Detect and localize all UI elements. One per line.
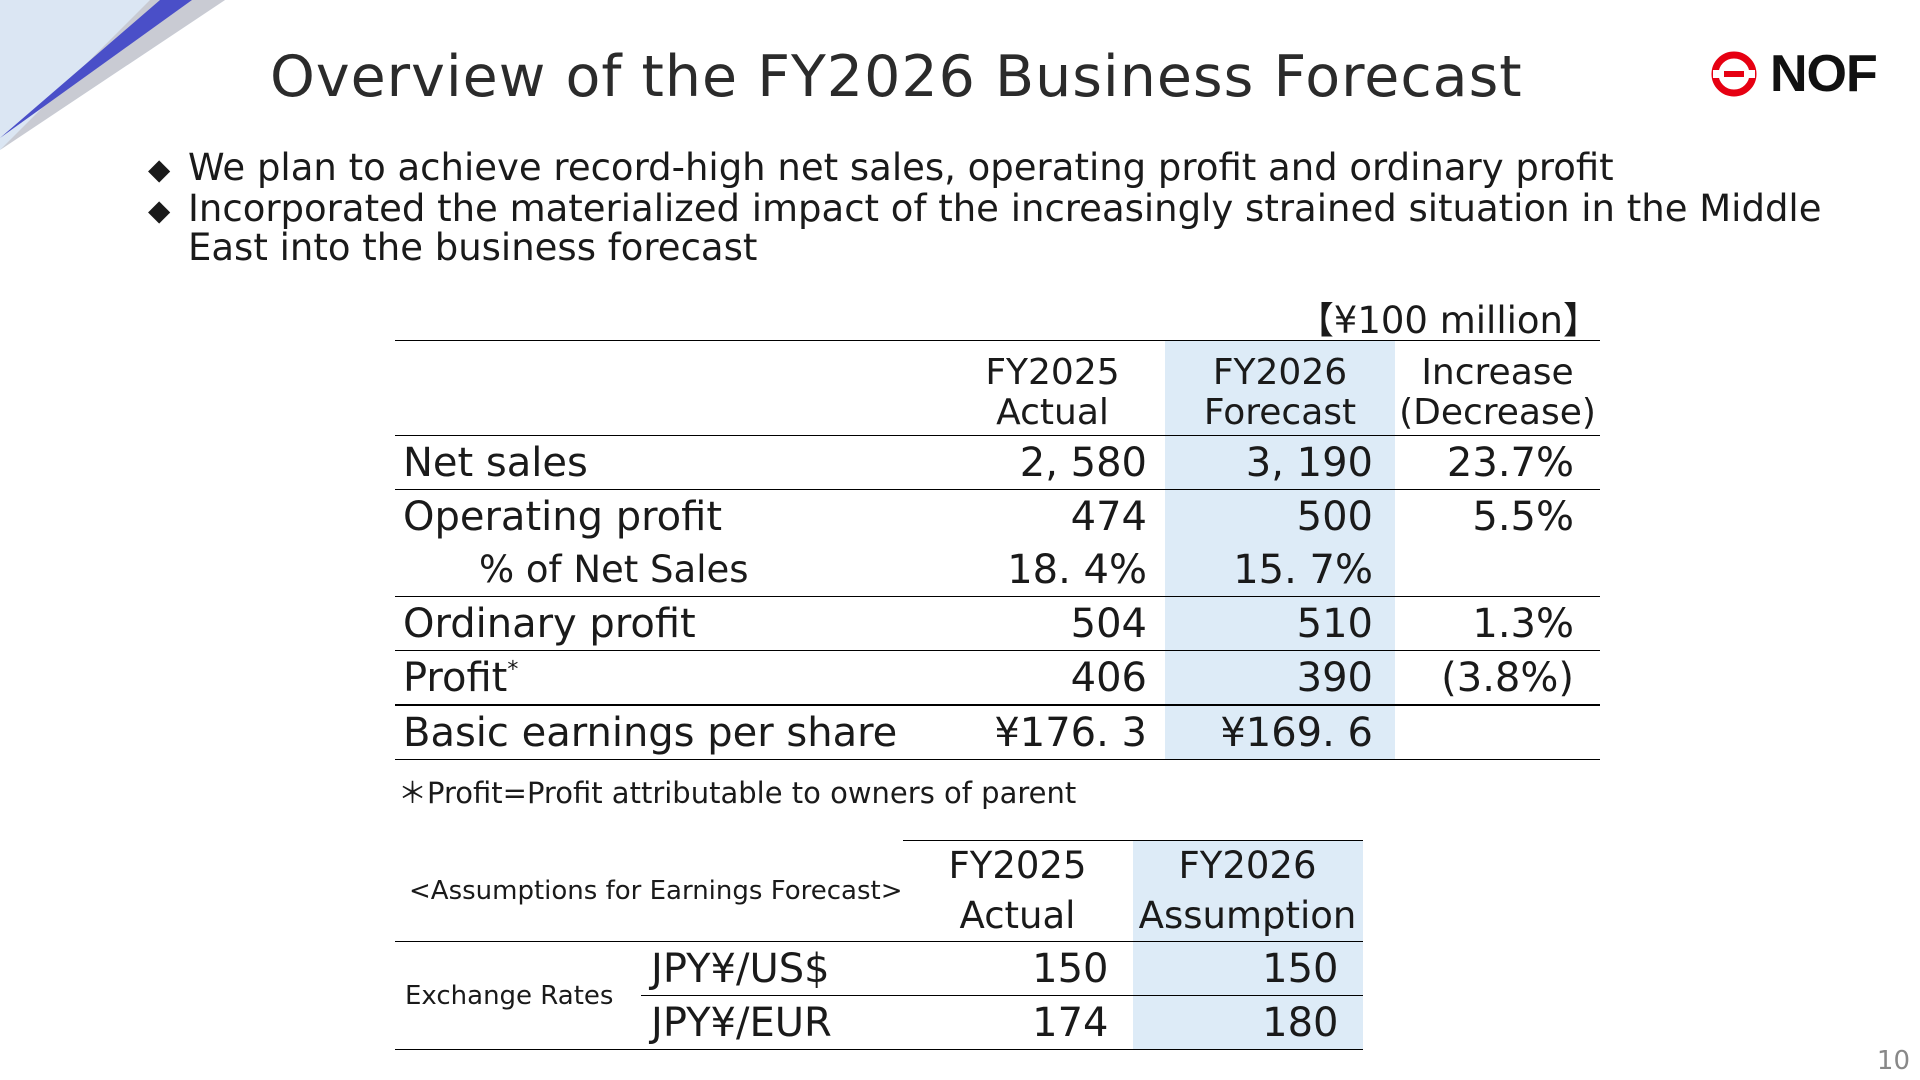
cell-fy2025: 18. 4% <box>1007 546 1147 593</box>
header-line: Assumption <box>1138 894 1357 937</box>
table-row: % of Net Sales 18. 4% 15. 7% <box>395 543 1600 597</box>
footnote-mark: * <box>507 657 519 683</box>
cell-change: (3.8%) <box>1395 650 1600 705</box>
cell-change <box>1395 704 1600 760</box>
currency-label: JPY¥/EUR <box>641 995 903 1050</box>
bullet-item: ◆ We plan to achieve record-high net sal… <box>148 148 1848 189</box>
table-row: Operating profit 474 500 5.5% <box>395 489 1600 543</box>
table-header-row: FY2025 Actual FY2026 Forecast Increase (… <box>395 340 1600 436</box>
header-fy2026: FY2026 Assumption <box>1132 840 1363 942</box>
brand-logo: NOF <box>1710 44 1878 104</box>
header-line: Actual <box>996 392 1109 433</box>
brand-name: NOF <box>1770 45 1878 103</box>
cell-change: 1.3% <box>1395 596 1600 651</box>
row-label: Profit* <box>395 650 940 705</box>
header-line: FY2026 <box>1178 844 1317 887</box>
row-label: Operating profit <box>395 489 940 543</box>
header-change: Increase (Decrease) <box>1395 340 1600 436</box>
cell-fy2025: 2, 580 <box>940 435 1165 490</box>
header-line: FY2025 <box>948 844 1087 887</box>
cell-change: 5.5% <box>1395 489 1600 543</box>
page-title: Overview of the FY2026 Business Forecast <box>270 44 1523 110</box>
cell-fy2025: ¥176. 3 <box>940 704 1165 760</box>
unit-label: 【¥100 million】 <box>1296 299 1600 342</box>
corner-decoration <box>0 0 225 150</box>
cell-fy2025: 474 <box>940 489 1165 543</box>
row-label: % of Net Sales <box>479 548 749 591</box>
header-fy2026: FY2026 Forecast <box>1165 340 1395 436</box>
cell-fy2026: 500 <box>1165 489 1395 543</box>
header-line: Forecast <box>1203 392 1357 433</box>
assumptions-header-row: <Assumptions for Earnings Forecast> FY20… <box>395 840 1363 942</box>
cell-fy2026: ¥169. 6 <box>1165 704 1395 760</box>
forecast-table: FY2025 Actual FY2026 Forecast Increase (… <box>395 340 1600 760</box>
header-line: (Decrease) <box>1399 392 1596 433</box>
bullet-item: ◆ Incorporated the materialized impact o… <box>148 189 1848 267</box>
cell-fy2025: 504 <box>940 596 1165 651</box>
table-row: Ordinary profit 504 510 1.3% <box>395 596 1600 651</box>
header-line: Actual <box>959 894 1076 937</box>
nof-logo-icon <box>1711 51 1757 97</box>
header-fy2025: FY2025 Actual <box>940 340 1165 436</box>
cell-change: 23.7% <box>1395 435 1600 490</box>
header-line: FY2025 <box>985 352 1120 393</box>
cell-fy2026: 150 <box>1132 941 1363 996</box>
diamond-bullet-icon: ◆ <box>148 152 171 186</box>
cell-fy2025: 406 <box>940 650 1165 705</box>
header-line: Increase <box>1421 352 1574 393</box>
table-row: Net sales 2, 580 3, 190 23.7% <box>395 435 1600 490</box>
table-row: Basic earnings per share ¥176. 3 ¥169. 6 <box>395 704 1600 760</box>
cell-fy2026: 3, 190 <box>1165 435 1395 490</box>
page-number: 10 <box>1876 1046 1910 1076</box>
row-label: Ordinary profit <box>395 596 940 651</box>
table-row: Profit* 406 390 (3.8%) <box>395 650 1600 705</box>
cell-fy2025: 174 <box>902 995 1133 1050</box>
header-line: FY2026 <box>1212 352 1348 393</box>
table-row: Exchange Rates JPY¥/US$ 150 150 <box>395 941 1363 1050</box>
cell-fy2026: 510 <box>1165 596 1395 651</box>
cell-fy2025: 150 <box>902 941 1133 996</box>
currency-label: JPY¥/US$ <box>641 941 903 996</box>
row-label-text: Profit <box>403 654 508 701</box>
header-fy2025: FY2025 Actual <box>902 840 1133 942</box>
row-label: Net sales <box>395 435 940 490</box>
bullet-text: We plan to achieve record-high net sales… <box>188 146 1614 189</box>
diamond-bullet-icon: ◆ <box>148 193 171 227</box>
bullet-text: Incorporated the materialized impact of … <box>188 187 1822 269</box>
exchange-rates-label: Exchange Rates <box>395 941 642 1050</box>
cell-fy2026: 15. 7% <box>1165 543 1395 597</box>
table-row: JPY¥/EUR 174 180 <box>395 995 1363 1050</box>
footnote: ＊Profit=Profit attributable to owners of… <box>398 776 1077 810</box>
cell-fy2026: 390 <box>1165 650 1395 705</box>
cell-fy2026: 180 <box>1132 995 1363 1050</box>
header-blank <box>395 340 940 436</box>
assumptions-caption: <Assumptions for Earnings Forecast> <box>409 875 903 906</box>
cell-change <box>1395 543 1600 597</box>
row-label: Basic earnings per share <box>395 704 940 760</box>
bullet-list: ◆ We plan to achieve record-high net sal… <box>148 148 1848 267</box>
assumptions-table: <Assumptions for Earnings Forecast> FY20… <box>395 840 1363 1050</box>
